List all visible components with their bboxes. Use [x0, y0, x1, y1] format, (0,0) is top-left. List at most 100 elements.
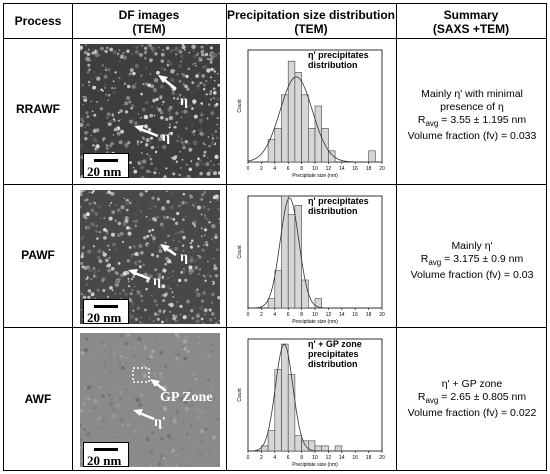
x-tick-label: 16: [352, 166, 358, 172]
header-summary: Summary (SAXS +TEM): [396, 8, 546, 36]
results-table: Process DF images (TEM) Precipitation si…: [3, 3, 547, 471]
col-divider: [396, 4, 397, 470]
header-summary-line1: Summary: [443, 8, 499, 22]
x-tick-label: 18: [366, 166, 372, 172]
x-tick-label: 4: [273, 312, 276, 318]
summary-line: η' + GP zone: [441, 378, 503, 390]
histogram-bar: [281, 94, 289, 163]
radius-value: = 3.55 ± 1.195 nm: [438, 114, 527, 126]
x-tick-label: 14: [339, 312, 345, 318]
x-tick-label: 10: [312, 455, 318, 461]
normal-fit-curve: [247, 343, 382, 452]
x-axis-label: Precipitate size (nm): [292, 462, 338, 467]
size-distribution-chart-awf: 0 2 4 6 8 10 12 14 16 18 20 Precipitate size (nm) Co…: [234, 333, 394, 468]
radius-value: = 2.65 ± 0.805 nm: [438, 391, 527, 403]
size-distribution-chart-pawf: 0 2 4 6 8 10 12 14 16 18 20 Precipitate size (nm) Co…: [234, 190, 394, 325]
scale-bar-label: 20 nm: [87, 453, 122, 467]
histogram: 0 2 4 6 8 10 12 14 16 18 20 Precipitate size (nm) Co…: [237, 49, 385, 179]
chart-title-line: distribution: [308, 359, 358, 369]
x-tick-label: 0: [247, 455, 250, 461]
histogram-bar: [308, 128, 316, 163]
x-tick-label: 6: [287, 166, 290, 172]
chart-title-line: distribution: [308, 206, 358, 216]
gp-zone-label: GP Zone: [160, 390, 213, 405]
radius-subscript: avg: [425, 119, 439, 129]
normal-fit-curve: [248, 197, 382, 309]
col-divider: [226, 4, 227, 470]
tem-image-pawf: η η' 20 nm: [80, 190, 220, 324]
scale-bar: 20 nm: [83, 153, 129, 178]
radius-subscript: avg: [428, 258, 442, 268]
x-tick-label: 18: [366, 312, 372, 318]
x-tick-label: 0: [247, 166, 250, 172]
chart-title-line: η' precipitates: [308, 50, 369, 60]
scale-bar: 20 nm: [83, 299, 129, 324]
histogram-bar: [274, 270, 282, 309]
x-tick-label: 14: [339, 166, 345, 172]
summary-volume-fraction: Volume fraction (fv) = 0.033: [407, 130, 537, 143]
x-tick-label: 8: [300, 166, 303, 172]
summary-line: presence of η: [440, 101, 504, 113]
histogram-bar: [287, 374, 296, 452]
radius-symbol: R: [417, 114, 426, 126]
process-pawf: PAWF: [21, 248, 55, 262]
scale-bar-label: 20 nm: [87, 164, 122, 178]
annotation-arrows: [128, 244, 177, 281]
summary-line: Mainly η' with minimal: [421, 88, 523, 100]
eta-prime-label: η': [154, 415, 166, 430]
x-tick-label: 2: [260, 312, 263, 318]
histogram-bar: [294, 72, 302, 163]
x-tick-label: 14: [339, 455, 345, 461]
summary-volume-fraction: Volume fraction (fv) = 0.03: [410, 269, 534, 282]
histogram-bar: [321, 445, 329, 452]
scale-bar-line: [94, 305, 118, 308]
x-tick-label: 2: [260, 455, 263, 461]
eta-prime-label: η': [162, 130, 174, 145]
histogram-bar: [314, 298, 322, 309]
y-axis-label: Count: [237, 245, 243, 259]
histogram: 0 2 4 6 8 10 12 14 16 18 20 Precipitate size (nm) Co…: [237, 338, 385, 468]
row-divider: [4, 327, 546, 328]
histogram-bar: [328, 150, 336, 163]
summary-awf: η' + GP zone Ravg = 2.65 ± 0.805 nm Volu…: [398, 378, 546, 420]
x-tick-label: 16: [352, 312, 358, 318]
histogram-bar: [294, 435, 302, 452]
histogram-bar: [301, 440, 309, 452]
header-df-line2: (TEM): [132, 22, 166, 36]
histogram-bar: [267, 298, 276, 309]
radius-symbol: R: [417, 391, 426, 403]
histogram-bar: [267, 139, 276, 163]
header-summary-line2: (SAXS +TEM): [432, 22, 510, 36]
x-tick-label: 8: [300, 455, 303, 461]
chart-title-line: η' + GP zone: [308, 339, 362, 349]
process-awf: AWF: [24, 392, 52, 406]
x-tick-label: 20: [379, 312, 385, 318]
histogram-bar: [281, 343, 289, 452]
x-tick-label: 0: [247, 312, 250, 318]
eta-prime-label: η': [153, 274, 165, 289]
x-tick-label: 4: [273, 455, 276, 461]
summary-radius: Ravg = 3.175 ± 0.9 nm: [398, 253, 546, 269]
col-divider: [72, 4, 73, 470]
eta-label: η: [180, 94, 188, 109]
x-tick-label: 18: [366, 455, 372, 461]
x-tick-label: 6: [287, 455, 290, 461]
histogram-bar: [274, 128, 282, 163]
header-df-line1: DF images: [118, 8, 180, 22]
histogram-bar: [314, 105, 322, 163]
radius-value: = 3.175 ± 0.9 nm: [441, 253, 524, 265]
x-tick-label: 12: [326, 166, 332, 172]
x-tick-label: 20: [379, 166, 385, 172]
x-axis-label: Precipitate size (nm): [292, 319, 338, 324]
summary-pawf: Mainly η' Ravg = 3.175 ± 0.9 nm Volume f…: [398, 240, 546, 282]
y-axis-label: Count: [237, 388, 243, 402]
chart-title-line: η' precipitates: [308, 196, 369, 206]
histogram: 0 2 4 6 8 10 12 14 16 18 20 Precipitate size (nm) Co…: [237, 195, 385, 325]
header-psd-line2: (TEM): [294, 22, 328, 36]
histogram-bar: [267, 430, 276, 452]
x-axis-label: Precipitate size (nm): [292, 173, 338, 178]
summary-radius: Ravg = 3.55 ± 1.195 nm: [398, 114, 546, 130]
y-axis-label: Count: [237, 99, 243, 113]
histogram-bar: [287, 214, 296, 309]
histogram-bar: [368, 150, 376, 163]
